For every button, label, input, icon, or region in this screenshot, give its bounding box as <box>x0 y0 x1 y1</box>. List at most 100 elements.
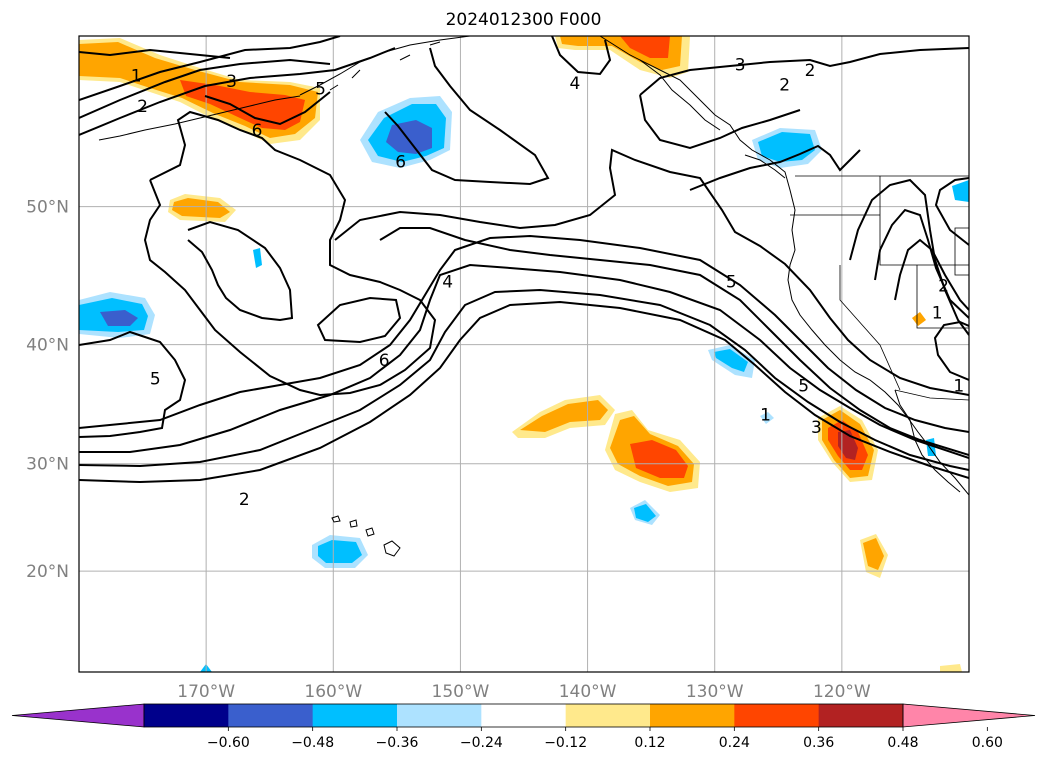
contour-label-10: 4 <box>442 272 453 292</box>
colorbar-segment-9 <box>818 704 904 727</box>
lat-label-3: 20°N <box>26 562 69 582</box>
contour-label-16: 1 <box>760 405 771 425</box>
contour-label-8: 2 <box>779 76 790 96</box>
lat-label-1: 40°N <box>26 336 69 356</box>
coastline-alaska-islands <box>329 41 441 91</box>
anomaly-negative-tiny-165w <box>253 248 262 268</box>
anomaly-fills <box>79 36 969 672</box>
contour-line-5-wave <box>79 330 187 438</box>
lon-label-1: 160°W <box>304 682 362 702</box>
contour-label-20: 1 <box>953 377 964 397</box>
island-hawaii-big <box>383 540 401 557</box>
lat-label-0: 50°N <box>26 198 69 218</box>
contour-line-east-5 <box>934 177 969 246</box>
anomaly-positive-south-small-core <box>863 538 884 570</box>
colorbar-segment-3 <box>312 704 398 727</box>
colorbar-tick-label-1: −0.48 <box>291 735 334 751</box>
colorbar-tick-label-7: 0.36 <box>803 735 834 751</box>
colorbar: −0.60 −0.48 −0.36 −0.24 −0.12 0.12 0.24 0.36 0.4… <box>11 703 1036 751</box>
contour-label-18: 2 <box>938 277 949 297</box>
colorbar-segment-5 <box>481 704 567 727</box>
contour-line-4-wave <box>379 227 969 456</box>
contour-line-5-central <box>143 110 437 397</box>
anomaly-positive-subtropic-a-core <box>520 400 608 432</box>
anomaly-negative-hawaii-core <box>318 540 362 563</box>
anomaly-negative-east-edge <box>952 180 969 202</box>
colorbar-segment-7 <box>650 704 735 727</box>
colorbar-tick-label-0: −0.60 <box>207 735 250 751</box>
contour-line-1-wave <box>79 300 969 484</box>
contour-label-3: 5 <box>315 79 326 99</box>
anomaly-positive-west-small-core <box>172 198 230 218</box>
island-hawaii-kauai <box>331 515 341 523</box>
colorbar-tick-label-3: −0.24 <box>460 735 503 751</box>
contour-line-1 <box>79 48 231 59</box>
contour-line-east-3 <box>894 238 969 311</box>
contour-line-4-north <box>551 36 612 76</box>
contour-line-6-central <box>316 296 402 344</box>
map-title: 2024012300 F000 <box>445 10 602 30</box>
contour-line-5 <box>79 47 396 136</box>
contour-label-13: 2 <box>239 490 250 510</box>
contour-label-5: 6 <box>395 152 406 172</box>
contour-label-9: 2 <box>805 61 816 81</box>
political-borders <box>790 175 969 401</box>
colorbar-tick-label-8: 0.48 <box>887 735 918 751</box>
contour-label-14: 5 <box>726 272 737 292</box>
anomaly-positive-tiny-113w <box>912 312 926 326</box>
anomaly-negative-ca-offshore-core <box>714 349 748 372</box>
contour-label-2: 3 <box>226 72 237 92</box>
anomaly-negative-tiny-126w <box>760 412 774 424</box>
contour-line-3-coast <box>689 144 861 191</box>
contour-label-1: 2 <box>137 97 148 117</box>
contour-line-0-wave <box>79 234 969 433</box>
island-hawaii-maui <box>365 527 375 537</box>
contour-label-19: 1 <box>932 303 943 323</box>
contour-line-5-inner <box>187 220 294 322</box>
colorbar-extend-low <box>11 703 145 728</box>
contour-line-6-gulf <box>384 47 550 186</box>
coastline-baja <box>894 389 961 493</box>
anomaly-negative-gulf-core <box>386 120 432 154</box>
contour-label-17: 3 <box>811 418 822 438</box>
lat-label-2: 30°N <box>26 455 69 475</box>
coastline-aleutians <box>98 95 301 141</box>
anomaly-positive-subtropic-b-core <box>630 440 688 478</box>
contour-label-4: 6 <box>252 121 263 141</box>
graticule <box>79 36 969 672</box>
latitude-labels: 50°N 40°N 30°N 20°N <box>26 198 69 583</box>
map-frame <box>78 35 970 673</box>
lon-label-4: 130°W <box>686 682 744 702</box>
lon-label-3: 140°W <box>559 682 617 702</box>
anomaly-negative-subtropic-small-core <box>634 504 656 522</box>
contour-lines <box>79 36 969 484</box>
colorbar-extend-high <box>902 703 1036 728</box>
colorbar-tick-label-5: 0.12 <box>634 735 665 751</box>
contour-label-6: 4 <box>569 74 580 94</box>
colorbar-tick-label-2: −0.36 <box>376 735 419 751</box>
border-states-b <box>916 227 969 329</box>
lon-label-2: 150°W <box>432 682 490 702</box>
contour-label-12: 5 <box>150 369 161 389</box>
lon-label-5: 120°W <box>813 682 871 702</box>
colorbar-segment-2 <box>228 704 314 727</box>
contour-label-11: 6 <box>379 351 390 371</box>
colorbar-tick-label-4: −0.12 <box>544 735 587 751</box>
contour-label-7: 3 <box>735 56 746 76</box>
map-background <box>79 36 969 672</box>
contour-line-3 <box>79 58 331 119</box>
contour-line-3-alaska <box>639 47 969 96</box>
colorbar-tick-label-9: 0.60 <box>972 735 1003 751</box>
longitude-labels: 170°W 160°W 150°W 140°W 130°W 120°W <box>177 682 871 702</box>
contour-line-6-north <box>204 91 331 126</box>
contour-line-2-wave <box>79 288 969 471</box>
contour-line-east-2 <box>874 208 969 319</box>
island-hawaii-oahu <box>349 519 358 528</box>
anomaly-negative-west-core <box>100 310 138 326</box>
colorbar-segment-1 <box>144 704 229 727</box>
coastline-alaska-panhandle <box>639 59 721 131</box>
contour-line-2 <box>79 36 341 101</box>
contour-line-3-loop <box>639 94 801 150</box>
